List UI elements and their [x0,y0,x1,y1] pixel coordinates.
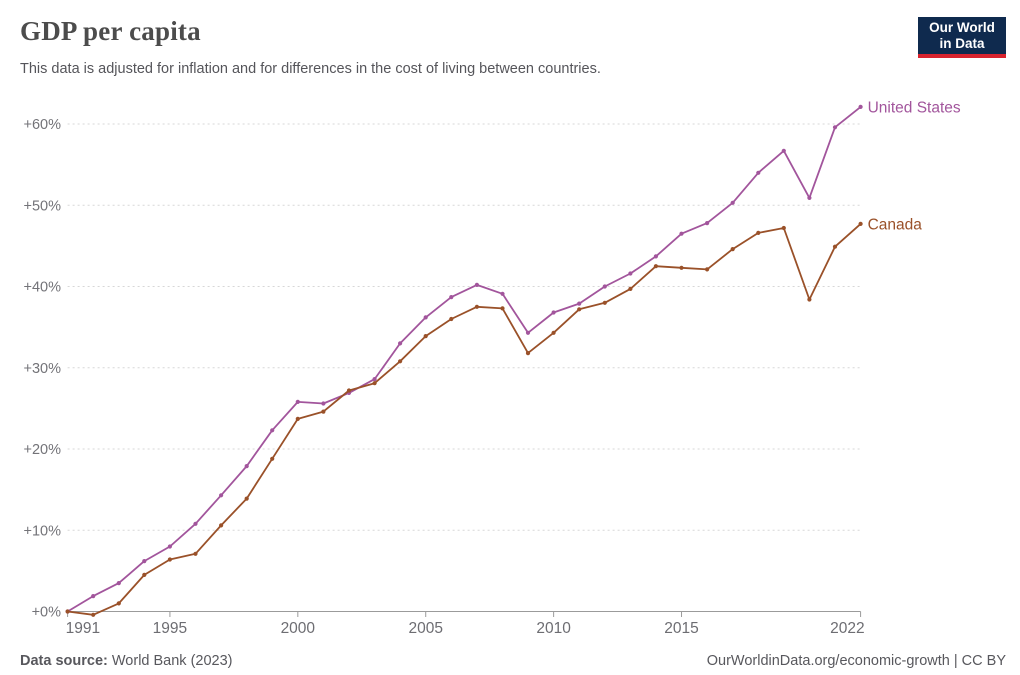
data-point-united-states [781,148,786,153]
data-point-united-states [525,330,531,335]
data-point-canada [193,551,198,556]
x-axis-tick-label: 2022 [830,620,864,637]
y-axis-tick-label: +30% [24,361,62,377]
data-point-canada [474,304,479,309]
data-point-canada [730,247,735,252]
data-point-united-states [730,200,735,205]
data-point-united-states [474,282,479,287]
data-point-united-states [219,493,224,498]
owid-logo[interactable]: Our World in Data [918,17,1006,58]
x-axis-tick-label: 2000 [281,620,316,637]
data-point-united-states [628,271,633,276]
x-axis-tick-label: 1995 [153,620,187,637]
data-point-canada [295,416,300,421]
data-source-value: World Bank (2023) [107,653,233,669]
x-axis-tick-label: 2005 [408,620,442,637]
chart-title: GDP per capita [20,16,201,46]
data-point-united-states [116,581,121,586]
data-point-united-states [270,428,275,433]
data-point-united-states [756,170,761,175]
data-point-canada [705,267,710,272]
data-point-canada [270,456,275,461]
data-point-canada [500,306,505,311]
logo-text-line2: in Data [939,35,985,51]
data-point-canada [449,316,454,322]
data-point-canada [423,334,428,339]
y-axis-tick-label: +40% [24,280,62,296]
footer-link[interactable]: OurWorldinData.org/economic-growth | CC … [706,653,1006,669]
data-source-label: Data source: [20,653,108,669]
y-axis-tick-label: +0% [32,605,62,621]
data-point-united-states [858,104,863,109]
data-point-united-states [295,399,300,404]
data-point-canada [91,612,96,617]
data-point-canada [346,388,352,393]
y-axis-tick-label: +20% [24,442,62,458]
data-point-united-states [321,401,326,406]
data-point-canada [832,244,838,249]
data-point-united-states [500,291,505,296]
data-point-canada [577,307,582,312]
data-point-united-states [91,594,96,599]
data-point-united-states [398,341,403,346]
x-axis-tick-label: 2015 [664,620,698,637]
data-point-united-states [449,295,454,300]
data-point-united-states [679,231,684,236]
data-point-united-states [602,284,607,289]
data-point-united-states [807,195,812,200]
data-point-canada [807,297,812,302]
data-point-united-states [423,315,428,320]
data-point-canada [398,359,403,364]
data-point-canada [653,264,659,269]
y-axis-tick-label: +60% [24,117,62,133]
data-point-canada [628,286,633,291]
data-point-canada [679,265,684,270]
data-point-united-states [244,464,249,469]
data-point-united-states [832,125,838,130]
data-point-canada [602,300,607,305]
series-label-canada: Canada [868,216,923,233]
data-point-united-states [372,377,377,382]
data-point-canada [551,330,556,335]
x-axis-tick-label: 1991 [66,620,100,637]
data-point-canada [781,225,786,231]
data-point-united-states [577,301,582,306]
data-point-canada [321,409,326,414]
data-point-canada [756,230,761,235]
series-line-canada [66,222,862,616]
data-point-canada [858,221,863,226]
data-point-united-states [193,521,198,526]
data-point-canada [142,572,147,578]
data-point-canada [65,609,70,614]
data-point-canada [116,601,121,606]
data-point-united-states [551,310,556,315]
data-point-united-states [705,221,710,226]
x-axis-tick-label: 2010 [536,620,571,637]
data-point-canada [244,496,249,501]
series-label-united-states: United States [868,99,961,116]
data-point-canada [219,523,224,528]
data-point-canada [525,351,531,356]
data-point-canada [372,381,377,386]
data-point-united-states [142,559,147,564]
data-point-united-states [167,544,172,549]
chart-footer: Data source: World Bank (2023) OurWorldi… [20,653,1006,669]
data-point-canada [167,557,172,562]
y-axis-tick-label: +50% [24,198,62,214]
chart-subtitle: This data is adjusted for inflation and … [20,61,601,77]
y-axis-tick-label: +10% [24,523,62,539]
data-point-united-states [653,254,659,259]
series-line-united-states [66,106,862,613]
logo-text-line1: Our World [929,19,995,35]
data-source: Data source: World Bank (2023) [20,653,233,669]
